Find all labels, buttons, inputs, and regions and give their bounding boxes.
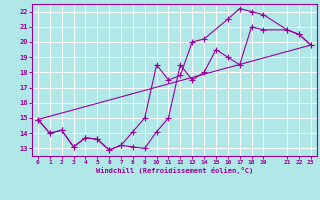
X-axis label: Windchill (Refroidissement éolien,°C): Windchill (Refroidissement éolien,°C) (96, 167, 253, 174)
